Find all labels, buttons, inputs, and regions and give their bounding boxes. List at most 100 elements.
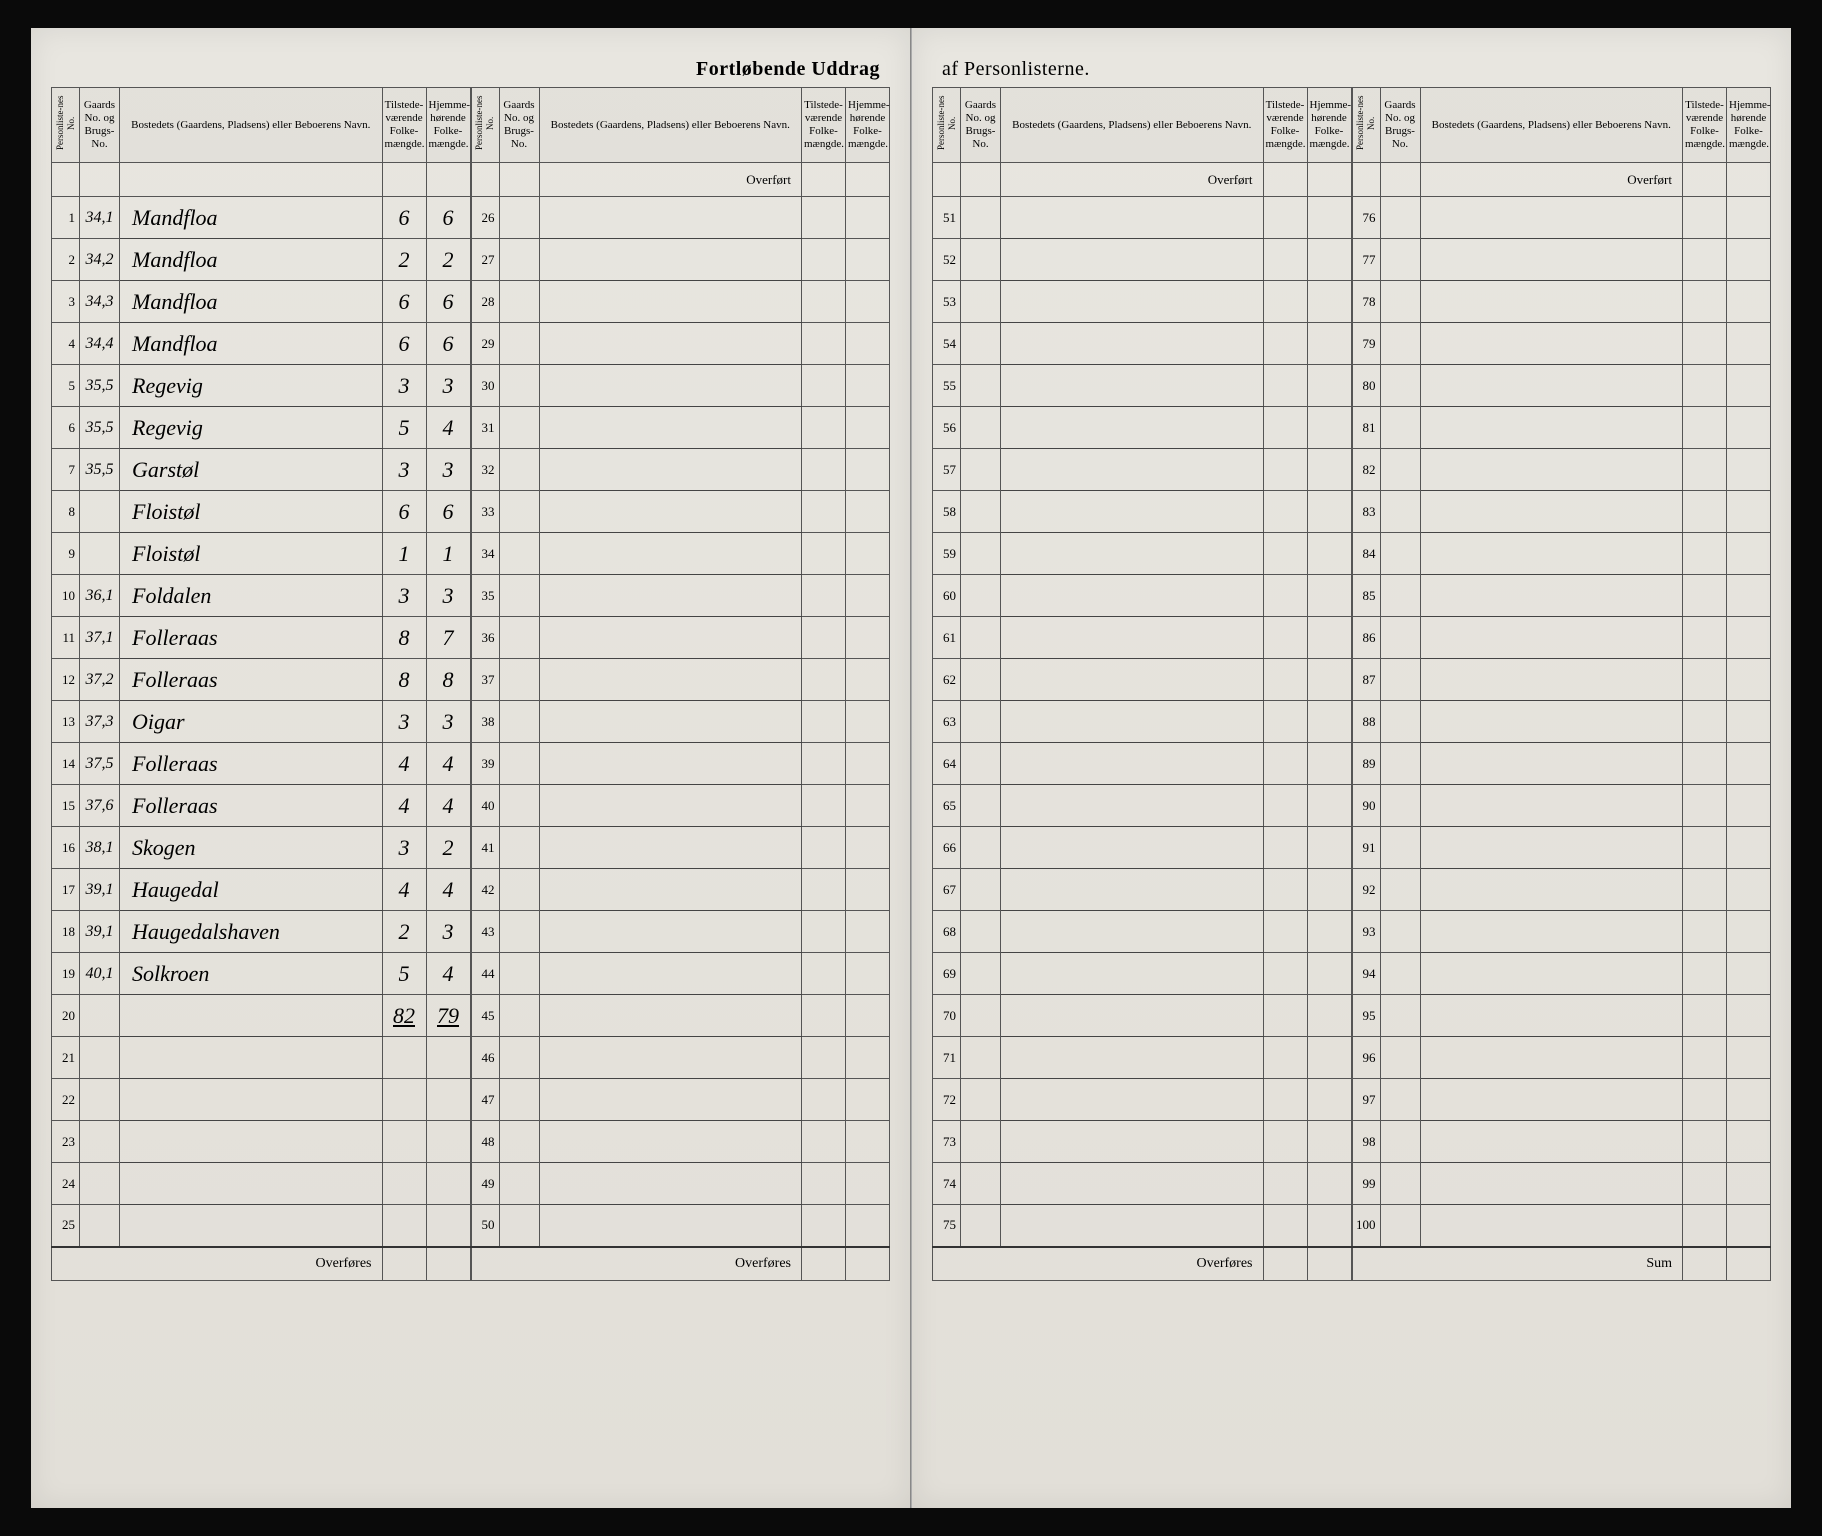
table-row: 91 bbox=[1352, 827, 1771, 869]
table-row: 97 bbox=[1352, 1079, 1771, 1121]
tilstede-count bbox=[802, 869, 846, 911]
place-name bbox=[1001, 575, 1264, 617]
gaard-number bbox=[961, 533, 1001, 575]
table-row: 84 bbox=[1352, 533, 1771, 575]
place-name bbox=[1001, 491, 1264, 533]
gaard-number bbox=[961, 1163, 1001, 1205]
table-row: 47 bbox=[471, 1079, 890, 1121]
place-name bbox=[539, 1163, 802, 1205]
place-name bbox=[539, 407, 802, 449]
table-row: 73 bbox=[933, 1121, 1352, 1163]
place-name: Mandfloa bbox=[120, 281, 383, 323]
tilstede-count bbox=[382, 1121, 426, 1163]
hjemme-count bbox=[1307, 911, 1351, 953]
table-row: 90 bbox=[1352, 785, 1771, 827]
gaard-number: 34,2 bbox=[80, 239, 120, 281]
place-name: Folleraas bbox=[120, 617, 383, 659]
table-row: 18 39,1 Haugedalshaven 2 3 bbox=[52, 911, 471, 953]
row-number: 2 bbox=[52, 239, 80, 281]
row-number: 14 bbox=[52, 743, 80, 785]
overfort-label bbox=[120, 163, 383, 197]
table-row: 71 bbox=[933, 1037, 1352, 1079]
table-row: 72 bbox=[933, 1079, 1352, 1121]
hjemme-count bbox=[1307, 407, 1351, 449]
tilstede-count bbox=[1263, 659, 1307, 701]
gaard-number bbox=[1380, 491, 1420, 533]
hjemme-count: 4 bbox=[426, 407, 470, 449]
tilstede-count bbox=[1683, 407, 1727, 449]
row-number: 29 bbox=[471, 323, 499, 365]
row-number: 24 bbox=[52, 1163, 80, 1205]
tilstede-count bbox=[1683, 197, 1727, 239]
hjemme-count bbox=[846, 281, 890, 323]
place-name bbox=[1001, 1205, 1264, 1247]
row-number: 26 bbox=[471, 197, 499, 239]
tilstede-count bbox=[1263, 575, 1307, 617]
row-number: 40 bbox=[471, 785, 499, 827]
hjemme-count bbox=[1727, 533, 1771, 575]
table-row: 81 bbox=[1352, 407, 1771, 449]
hjemme-count bbox=[846, 1205, 890, 1247]
place-name bbox=[539, 911, 802, 953]
row-number: 66 bbox=[933, 827, 961, 869]
gaard-number bbox=[499, 407, 539, 449]
gaard-number bbox=[499, 827, 539, 869]
header-hjemme: Hjemme-hørende Folke-mængde. bbox=[1307, 88, 1351, 163]
row-number: 94 bbox=[1352, 953, 1380, 995]
place-name bbox=[539, 1037, 802, 1079]
place-name bbox=[1420, 239, 1683, 281]
place-name bbox=[1420, 953, 1683, 995]
row-number: 28 bbox=[471, 281, 499, 323]
place-name bbox=[539, 449, 802, 491]
gaard-number: 37,5 bbox=[80, 743, 120, 785]
row-number: 49 bbox=[471, 1163, 499, 1205]
hjemme-count bbox=[1307, 617, 1351, 659]
place-name: Regevig bbox=[120, 365, 383, 407]
hjemme-count: 4 bbox=[426, 785, 470, 827]
hjemme-count bbox=[1727, 743, 1771, 785]
row-number: 8 bbox=[52, 491, 80, 533]
hjemme-count bbox=[1727, 617, 1771, 659]
tilstede-count bbox=[802, 995, 846, 1037]
row-number: 23 bbox=[52, 1121, 80, 1163]
table-row: 11 37,1 Folleraas 8 7 bbox=[52, 617, 471, 659]
gaard-number bbox=[499, 365, 539, 407]
hjemme-count: 8 bbox=[426, 659, 470, 701]
tilstede-count bbox=[1263, 1121, 1307, 1163]
tilstede-count: 6 bbox=[382, 197, 426, 239]
place-name bbox=[1001, 449, 1264, 491]
place-name bbox=[120, 1163, 383, 1205]
row-number: 77 bbox=[1352, 239, 1380, 281]
table-row: 60 bbox=[933, 575, 1352, 617]
gaard-number bbox=[499, 1163, 539, 1205]
table-row: 62 bbox=[933, 659, 1352, 701]
overfort-label: Overført bbox=[1420, 163, 1683, 197]
table-row: 59 bbox=[933, 533, 1352, 575]
ledger-block-3: Personliste-nes No. Gaards No. og Brugs-… bbox=[932, 87, 1352, 1281]
tilstede-count bbox=[1263, 323, 1307, 365]
tilstede-count bbox=[802, 1205, 846, 1247]
tilstede-count bbox=[382, 1079, 426, 1121]
tilstede-count: 6 bbox=[382, 491, 426, 533]
table-row: 69 bbox=[933, 953, 1352, 995]
place-name: Mandfloa bbox=[120, 197, 383, 239]
gaard-number bbox=[80, 533, 120, 575]
table-row: 10 36,1 Foldalen 3 3 bbox=[52, 575, 471, 617]
gaard-number bbox=[1380, 197, 1420, 239]
table-row: 37 bbox=[471, 659, 890, 701]
tilstede-count bbox=[1683, 491, 1727, 533]
hjemme-count: 4 bbox=[426, 743, 470, 785]
gaard-number: 39,1 bbox=[80, 869, 120, 911]
place-name bbox=[120, 1079, 383, 1121]
hjemme-count bbox=[1307, 785, 1351, 827]
tilstede-count: 6 bbox=[382, 323, 426, 365]
place-name: Garstøl bbox=[120, 449, 383, 491]
table-row: 1 34,1 Mandfloa 6 6 bbox=[52, 197, 471, 239]
header-bosted: Bostedets (Gaardens, Pladsens) eller Beb… bbox=[1420, 88, 1683, 163]
hjemme-count bbox=[1727, 1037, 1771, 1079]
footer-row: Sum bbox=[1352, 1247, 1771, 1281]
row-number: 55 bbox=[933, 365, 961, 407]
place-name bbox=[539, 239, 802, 281]
table-row: 20 82 79 bbox=[52, 995, 471, 1037]
tilstede-count bbox=[1683, 995, 1727, 1037]
